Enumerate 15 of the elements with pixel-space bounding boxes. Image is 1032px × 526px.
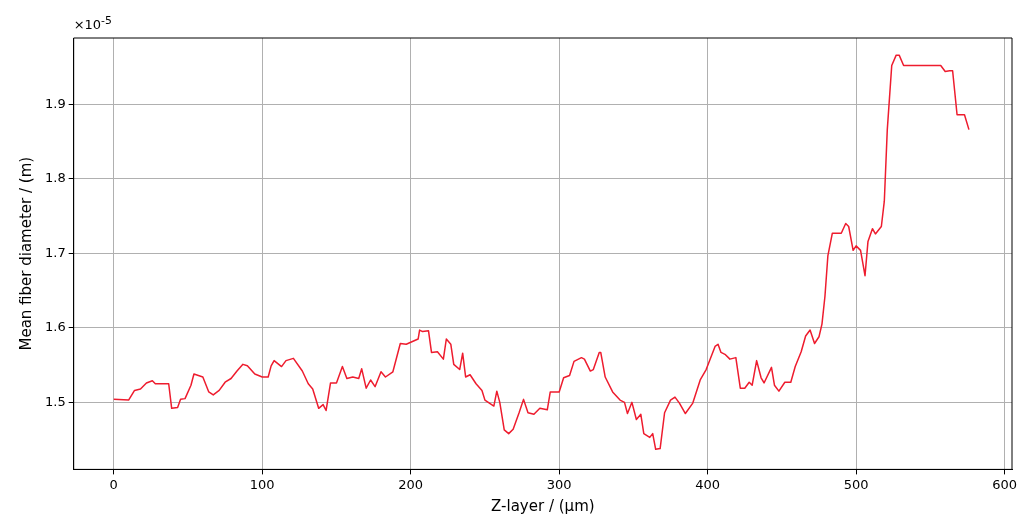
y-tick-label: 1.8	[44, 170, 66, 186]
x-tick-label: 600	[992, 476, 1017, 492]
x-axis-title: Z-layer / (µm)	[491, 496, 595, 515]
y-tick-label: 1.6	[44, 319, 66, 335]
x-tick-label: 100	[249, 476, 275, 492]
text: ×10$^{-5}$	[73, 14, 112, 33]
y-axis-title: Mean fiber diameter / (m)	[16, 156, 35, 351]
x-tick-label: 400	[695, 476, 721, 492]
y-tick-label: 1.7	[44, 244, 66, 260]
y-tick-label: 1.9	[44, 95, 66, 111]
x-tick-label: 500	[843, 476, 869, 492]
y-tick-label: 1.5	[44, 393, 66, 409]
x-tick-label: 0	[109, 476, 118, 492]
x-tick-label: 200	[398, 476, 424, 492]
x-tick-label: 300	[546, 476, 572, 492]
